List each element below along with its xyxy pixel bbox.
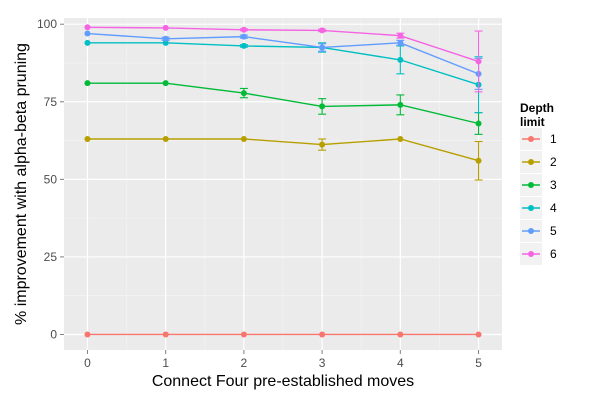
x-axis: 0 1 2 3 4 5 bbox=[84, 350, 482, 370]
data-point bbox=[319, 27, 326, 34]
data-point bbox=[475, 58, 482, 65]
data-point bbox=[475, 120, 482, 127]
x-tick-label: 0 bbox=[84, 356, 91, 370]
legend-key-point bbox=[528, 159, 534, 165]
data-point bbox=[240, 33, 247, 40]
legend-key-point bbox=[528, 136, 534, 142]
legend-title: Depth limit bbox=[520, 101, 554, 129]
series-line-6 bbox=[87, 26, 479, 63]
series-line-2 bbox=[87, 138, 479, 162]
legend-item-2: 2 bbox=[520, 151, 557, 173]
data-point bbox=[319, 331, 326, 338]
legend-label: 6 bbox=[550, 247, 557, 261]
x-tick-label: 3 bbox=[319, 356, 326, 370]
data-point bbox=[240, 90, 247, 97]
series-line-4 bbox=[87, 42, 479, 86]
data-point bbox=[397, 39, 404, 46]
data-point bbox=[84, 80, 91, 87]
y-tick-label: 0 bbox=[50, 327, 57, 341]
data-point bbox=[240, 331, 247, 338]
legend-item-1: 1 bbox=[520, 128, 557, 150]
y-tick-label: 75 bbox=[44, 95, 58, 109]
x-axis-title: Connect Four pre-established moves bbox=[152, 373, 414, 390]
data-point bbox=[84, 30, 91, 37]
series-2 bbox=[84, 136, 483, 181]
y-tick-label: 25 bbox=[44, 250, 58, 264]
data-point bbox=[162, 80, 169, 87]
legend-label: 1 bbox=[550, 132, 557, 146]
data-point bbox=[319, 44, 326, 51]
series-line-3 bbox=[87, 82, 479, 125]
data-point bbox=[475, 331, 482, 338]
y-axis-title: % improvement with alpha-beta pruning bbox=[13, 43, 30, 325]
data-point bbox=[84, 24, 91, 31]
y-tick-label: 50 bbox=[44, 172, 58, 186]
legend-label: 5 bbox=[550, 224, 557, 238]
data-point bbox=[84, 39, 91, 46]
x-tick-label: 1 bbox=[162, 356, 169, 370]
x-tick-label: 4 bbox=[397, 356, 404, 370]
data-point bbox=[162, 24, 169, 31]
series-6 bbox=[84, 24, 483, 93]
legend-key-point bbox=[528, 251, 534, 257]
series-3 bbox=[84, 80, 483, 135]
y-tick-label: 100 bbox=[37, 17, 57, 31]
legend-key-point bbox=[528, 228, 534, 234]
legend-key-point bbox=[528, 205, 534, 211]
data-point bbox=[475, 157, 482, 164]
data-point bbox=[84, 331, 91, 338]
legend-item-5: 5 bbox=[520, 220, 557, 242]
x-tick-label: 5 bbox=[475, 356, 482, 370]
data-point bbox=[240, 26, 247, 33]
legend-item-4: 4 bbox=[520, 197, 557, 219]
data-point bbox=[397, 101, 404, 108]
legend-label: 4 bbox=[550, 201, 557, 215]
series-group bbox=[84, 24, 483, 338]
data-point bbox=[319, 103, 326, 110]
legend-label: 2 bbox=[550, 155, 557, 169]
data-point bbox=[84, 136, 91, 143]
data-point bbox=[397, 136, 404, 143]
x-tick-label: 2 bbox=[241, 356, 248, 370]
series-1 bbox=[84, 331, 482, 338]
data-point bbox=[162, 35, 169, 42]
data-point bbox=[397, 56, 404, 63]
legend-item-3: 3 bbox=[520, 174, 557, 196]
data-point bbox=[240, 42, 247, 49]
y-axis: 0 25 50 75 100 bbox=[37, 17, 64, 341]
series-line-5 bbox=[87, 32, 479, 75]
data-point bbox=[162, 331, 169, 338]
legend-label: 3 bbox=[550, 178, 557, 192]
data-point bbox=[162, 136, 169, 143]
data-point bbox=[319, 141, 326, 148]
data-point bbox=[397, 32, 404, 39]
data-point bbox=[397, 331, 404, 338]
data-point bbox=[240, 136, 247, 143]
legend: Depth limit 1 2 3 4 5 6 bbox=[520, 101, 557, 265]
legend-key-point bbox=[528, 182, 534, 188]
legend-item-6: 6 bbox=[520, 243, 557, 265]
